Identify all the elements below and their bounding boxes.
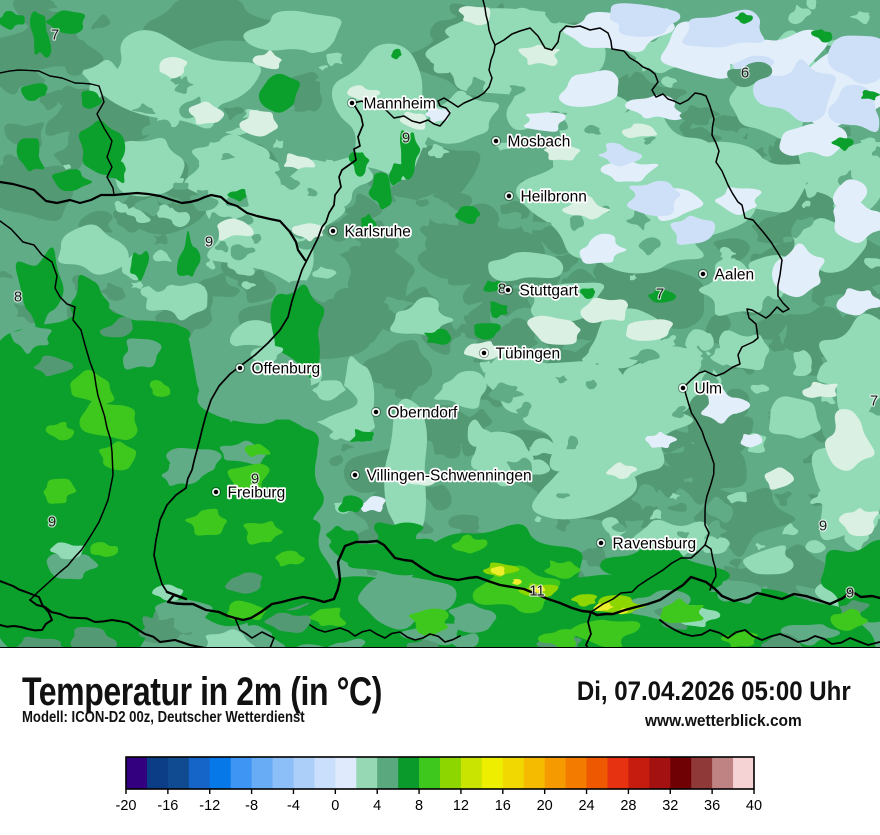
svg-text:Stuttgart: Stuttgart	[520, 282, 579, 299]
svg-text:28: 28	[620, 798, 636, 814]
svg-text:8: 8	[14, 289, 22, 306]
svg-text:7: 7	[656, 286, 664, 303]
svg-text:-20: -20	[116, 798, 137, 814]
svg-text:Offenburg: Offenburg	[252, 360, 321, 377]
svg-text:9: 9	[251, 471, 259, 488]
svg-text:16: 16	[495, 798, 511, 814]
svg-text:-4: -4	[287, 798, 300, 814]
svg-text:Oberndorf: Oberndorf	[388, 404, 458, 421]
svg-text:24: 24	[578, 798, 594, 814]
svg-text:Aalen: Aalen	[715, 266, 755, 283]
svg-text:8: 8	[415, 798, 423, 814]
svg-text:8: 8	[498, 281, 506, 298]
svg-text:11: 11	[529, 583, 545, 600]
svg-text:Freiburg: Freiburg	[228, 484, 286, 501]
svg-text:0: 0	[331, 798, 339, 814]
svg-text:40: 40	[746, 798, 762, 814]
svg-text:9: 9	[48, 514, 56, 531]
svg-text:9: 9	[819, 518, 827, 535]
svg-text:12: 12	[453, 798, 469, 814]
svg-text:Karlsruhe: Karlsruhe	[345, 223, 411, 240]
svg-text:Tübingen: Tübingen	[496, 345, 561, 362]
svg-text:7: 7	[51, 27, 59, 44]
svg-text:36: 36	[704, 798, 720, 814]
svg-text:-8: -8	[245, 798, 258, 814]
svg-text:9: 9	[846, 585, 854, 602]
svg-text:Villingen-Schwenningen: Villingen-Schwenningen	[367, 467, 532, 484]
svg-text:7: 7	[870, 393, 878, 410]
svg-text:Ulm: Ulm	[695, 380, 723, 397]
svg-text:6: 6	[741, 65, 749, 82]
svg-text:Mosbach: Mosbach	[508, 133, 571, 150]
svg-text:-16: -16	[157, 798, 178, 814]
svg-text:Ravensburg: Ravensburg	[613, 535, 697, 552]
svg-text:9: 9	[205, 234, 213, 251]
svg-text:32: 32	[662, 798, 678, 814]
svg-text:9: 9	[402, 130, 410, 147]
svg-text:4: 4	[373, 798, 381, 814]
svg-text:Heilbronn: Heilbronn	[521, 188, 587, 205]
svg-text:-12: -12	[199, 798, 220, 814]
svg-text:20: 20	[537, 798, 553, 814]
svg-text:Mannheim: Mannheim	[364, 95, 436, 112]
